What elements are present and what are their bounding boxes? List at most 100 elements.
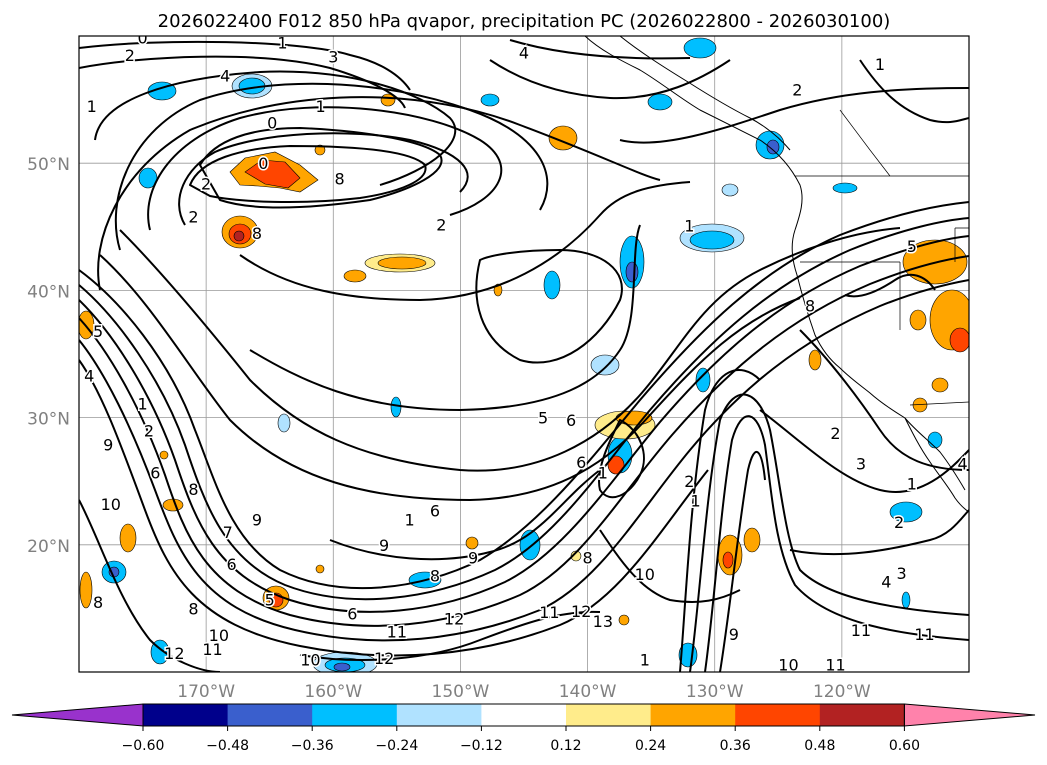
pos-anomaly-patch (909, 309, 927, 331)
contour-label: 2 (144, 421, 154, 440)
colorbar: −0.60 −0.48 −0.36 −0.24 −0.12 0.12 0.24 0.36 0.4… (11, 703, 1036, 754)
qvapor-contour (79, 55, 406, 109)
contour-label: 2 (436, 215, 446, 234)
qvapor-contours (79, 39, 969, 672)
neg-anomaly-patch (901, 591, 911, 609)
colorbar-tick-label: 0.48 (804, 738, 835, 754)
neg-anomaly-patch (695, 367, 711, 393)
contour-label: 5 (265, 590, 275, 609)
contour-label: 2 (792, 80, 802, 99)
contour-label: 9 (468, 549, 478, 568)
qvapor-contour (79, 255, 969, 627)
contour-label: 12 (374, 649, 394, 668)
contour-label: 7 (223, 523, 233, 542)
contour-label: 1 (87, 97, 97, 116)
neg-anomaly-patch (480, 93, 500, 107)
contour-label: 8 (430, 566, 440, 585)
colorbar-segment (396, 704, 482, 726)
contour-label: 5 (538, 409, 548, 428)
qvapor-contour (844, 273, 936, 298)
neg-anomaly-patch (832, 182, 858, 194)
contour-label: 4 (881, 573, 891, 592)
lon-label: 170°W (177, 682, 235, 702)
contour-label: 6 (566, 411, 576, 430)
contour-label: 1 (907, 475, 917, 494)
qvapor-contour (489, 59, 731, 100)
qvapor-contour (119, 227, 901, 472)
qvapor-contour (475, 249, 623, 364)
contour-label: 12 (571, 602, 591, 621)
contour-label: 10 (101, 495, 121, 514)
neg-anomaly-patch (721, 183, 739, 197)
colorbar-segment (650, 704, 736, 726)
pos-anomaly-patch (119, 523, 137, 553)
contour-label: 8 (582, 549, 592, 568)
pos-anomaly-patch (931, 377, 949, 393)
qvapor-contour (239, 181, 691, 301)
contour-label: 8 (93, 593, 103, 612)
neg-anomaly-patch (333, 662, 351, 672)
lat-label: 40°N (27, 282, 70, 302)
contour-label: 13 (593, 612, 613, 631)
pos-anomaly-patch (743, 527, 761, 553)
lon-label: 130°W (686, 682, 744, 702)
contour-label: 1 (598, 463, 608, 482)
qvapor-contour (598, 419, 645, 499)
colorbar-tick-label: −0.60 (122, 738, 165, 754)
pos-anomaly-patch (244, 159, 301, 189)
qvapor-contour (329, 469, 601, 561)
qvapor-contour (299, 610, 601, 661)
qvapor-contour (79, 499, 221, 672)
qvapor-contour (79, 235, 969, 613)
qvapor-contour (94, 70, 457, 186)
contour-label: 2 (684, 472, 694, 491)
colorbar-segment (735, 704, 821, 726)
contour-label: 8 (805, 297, 815, 316)
map-frame (78, 35, 970, 673)
qvapor-contour (99, 254, 801, 501)
contour-label: 11 (825, 655, 845, 674)
pos-anomaly-patch (808, 349, 822, 371)
colorbar-tick-label: 0.24 (635, 738, 666, 754)
pos-anomaly-patch (377, 256, 427, 270)
qvapor-contour (599, 529, 741, 603)
contour-label: 11 (851, 621, 871, 640)
contour-label: 1 (404, 510, 414, 529)
colorbar-segment (227, 704, 313, 726)
lon-label: 160°W (304, 682, 362, 702)
border-us-mexico (909, 401, 969, 406)
colorbar-tick-label: 0.60 (889, 738, 920, 754)
neg-anomaly-patch (625, 261, 639, 283)
precip-fill-layer (79, 37, 969, 672)
pos-anomaly-patch (79, 571, 93, 609)
contour-label: 10 (778, 655, 798, 674)
contour-label: 6 (226, 555, 236, 574)
pos-anomaly-patch (465, 536, 479, 550)
lat-label: 30°N (27, 410, 70, 430)
lon-label: 120°W (813, 682, 871, 702)
coastline-baja (904, 417, 969, 513)
contour-label: 2 (188, 208, 198, 227)
pos-anomaly-patch (607, 455, 625, 475)
contour-label: 11 (914, 625, 934, 644)
contour-label: 5 (93, 322, 103, 341)
colorbar-frame (142, 703, 905, 727)
qvapor-contour (859, 59, 969, 124)
contour-label: 1 (137, 395, 147, 414)
contour-label: 10 (635, 565, 655, 584)
neg-anomaly-patch (689, 230, 735, 250)
contour-label: 8 (188, 480, 198, 499)
contour-label: 4 (519, 44, 529, 63)
pos-anomaly-patch (722, 551, 734, 569)
qvapor-contour (114, 82, 549, 251)
contour-label: 1 (640, 650, 650, 669)
colorbar-tick-label: −0.24 (375, 738, 418, 754)
qvapor-contour (509, 39, 691, 60)
neg-anomaly-patch (390, 396, 402, 418)
contour-label: 12 (444, 610, 464, 629)
contour-label: 2 (201, 175, 211, 194)
contour-label: 10 (300, 650, 320, 669)
qvapor-contour (789, 509, 969, 556)
pos-anomaly-patch (314, 144, 326, 156)
